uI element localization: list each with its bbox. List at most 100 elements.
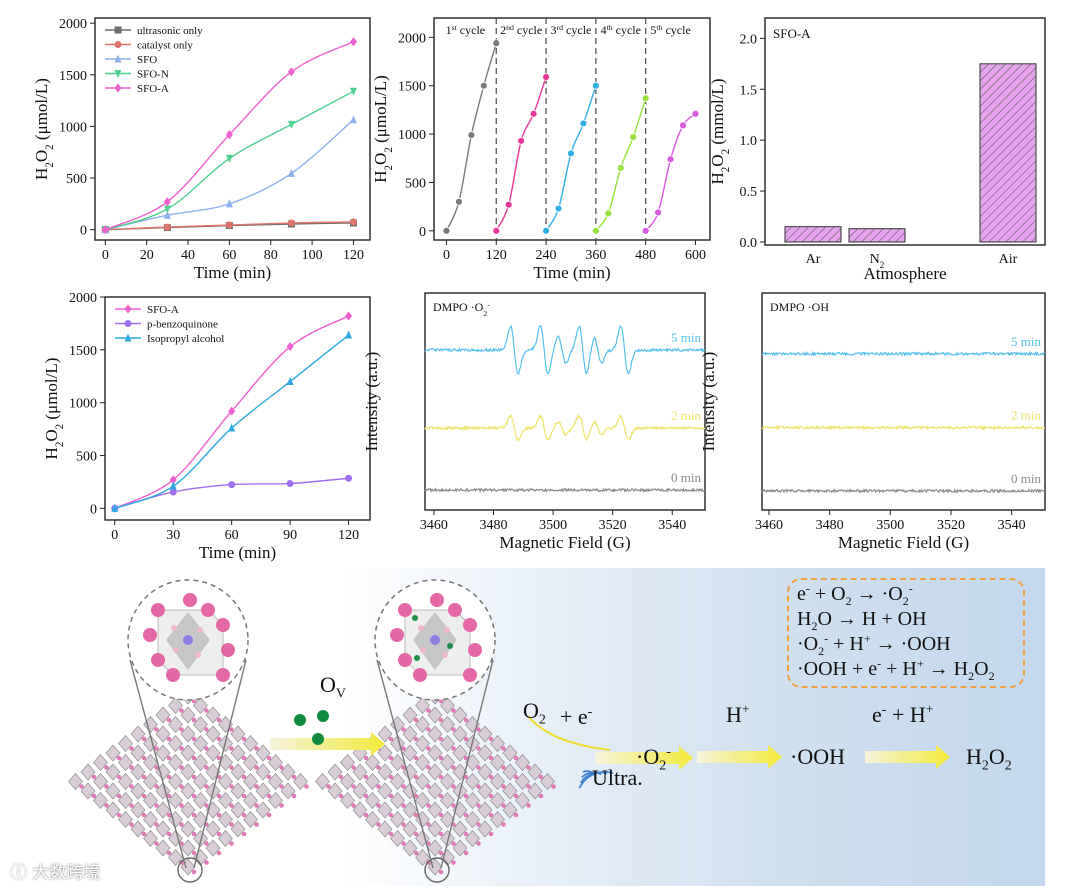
- vacancy-atom: [447, 643, 453, 649]
- atom: [279, 765, 284, 770]
- octahedron: [352, 782, 368, 800]
- spectrum-5-min: [424, 324, 706, 376]
- atom: [388, 793, 394, 799]
- sr-atom: [398, 603, 412, 617]
- atom: [191, 831, 197, 837]
- data-point: [287, 120, 295, 129]
- legend-item: SFO: [105, 54, 157, 66]
- atom: [154, 841, 159, 846]
- octahedron: [93, 773, 108, 790]
- panel-title: SFO-A: [773, 26, 811, 41]
- plot-frame: [764, 17, 1046, 246]
- atom: [229, 822, 234, 827]
- atom: [401, 765, 406, 770]
- reaction-equation: H2O → H + OH: [797, 608, 927, 633]
- sr-atom: [398, 653, 412, 667]
- data-point: [286, 480, 294, 488]
- series-4th-cycle: [591, 94, 650, 235]
- o-atom: [444, 627, 450, 633]
- data-point: [169, 475, 177, 485]
- octahedron: [440, 830, 455, 847]
- octahedron: [315, 773, 330, 790]
- atom: [388, 736, 394, 742]
- data-point: [287, 67, 295, 77]
- octahedron: [155, 744, 171, 762]
- atom: [513, 812, 519, 818]
- fe-atom: [183, 635, 193, 645]
- atom: [451, 860, 456, 865]
- x-axis-label: Time (min): [194, 263, 271, 282]
- octahedron: [218, 830, 233, 847]
- spectrum-5-min: [761, 350, 1045, 357]
- data-point: [114, 70, 122, 78]
- legend-item: SFO-A: [115, 304, 179, 316]
- atom: [463, 774, 469, 780]
- x-tick-label: 240: [536, 248, 557, 263]
- legend-label: p-benzoquinone: [147, 319, 218, 331]
- atom: [413, 774, 419, 780]
- arrow-h2o2: [865, 745, 950, 769]
- octahedron: [130, 725, 146, 743]
- x-axis-label: Magnetic Field (G): [499, 533, 630, 552]
- atom: [254, 822, 259, 827]
- octahedron: [230, 725, 246, 743]
- atom: [279, 803, 284, 808]
- octahedron: [130, 763, 146, 781]
- octahedron: [118, 735, 133, 752]
- x-tick-label: 120: [343, 248, 364, 263]
- atom: [388, 755, 394, 761]
- atom: [413, 793, 419, 799]
- octahedron: [340, 792, 355, 809]
- data-point: [542, 226, 550, 235]
- atom: [229, 765, 234, 770]
- chart-panel-f: 3460 3480 3500 3520 3540 Magnetic Field (G) In…: [699, 292, 1046, 552]
- atom: [513, 774, 519, 780]
- y-tick-label: 1500: [59, 69, 87, 84]
- octahedron: [390, 792, 405, 809]
- series-Isopropyl-alcohol: [111, 330, 353, 512]
- atom: [526, 784, 531, 789]
- y-tick-label: 2.0: [740, 32, 758, 47]
- octahedron: [502, 744, 518, 762]
- octahedron: [377, 744, 393, 762]
- series-SFO-A: [101, 37, 357, 235]
- data-point: [604, 209, 613, 218]
- legend-label: Isopropyl alcohol: [147, 333, 224, 345]
- atom: [191, 793, 197, 799]
- zoom-line: [440, 659, 494, 869]
- o-atom: [197, 627, 203, 633]
- atom: [401, 841, 406, 846]
- panel-title: DMPO ·O2-: [433, 300, 490, 318]
- sr-atom: [216, 618, 230, 632]
- atom: [241, 812, 247, 818]
- atom: [216, 793, 222, 799]
- vacancy-ball: [294, 714, 306, 726]
- atom: [376, 784, 381, 789]
- series-line: [105, 119, 354, 231]
- atom: [104, 803, 109, 808]
- y-axis-label: H2O2 (mmol/L): [708, 79, 732, 185]
- atom: [141, 736, 147, 742]
- atom: [129, 746, 134, 751]
- octahedron: [193, 773, 208, 790]
- atom: [179, 727, 184, 732]
- atom: [463, 831, 469, 837]
- sr-atom: [463, 618, 477, 632]
- legend-label: SFO-A: [147, 304, 179, 316]
- octahedron: [118, 792, 133, 809]
- octahedron: [193, 792, 208, 809]
- data-point: [228, 423, 236, 432]
- defective-cell-zoom: [374, 579, 496, 883]
- octahedron: [415, 773, 430, 790]
- octahedron: [415, 716, 430, 733]
- atom: [166, 850, 172, 856]
- electron-path: [527, 715, 611, 751]
- atom: [116, 755, 122, 761]
- atom: [538, 793, 544, 799]
- ultrasound-wave: [579, 771, 608, 784]
- h2o2-label: H2O2: [966, 744, 1012, 774]
- octahedron: [490, 735, 505, 752]
- o-atom: [420, 647, 426, 653]
- octahedron: [168, 697, 183, 714]
